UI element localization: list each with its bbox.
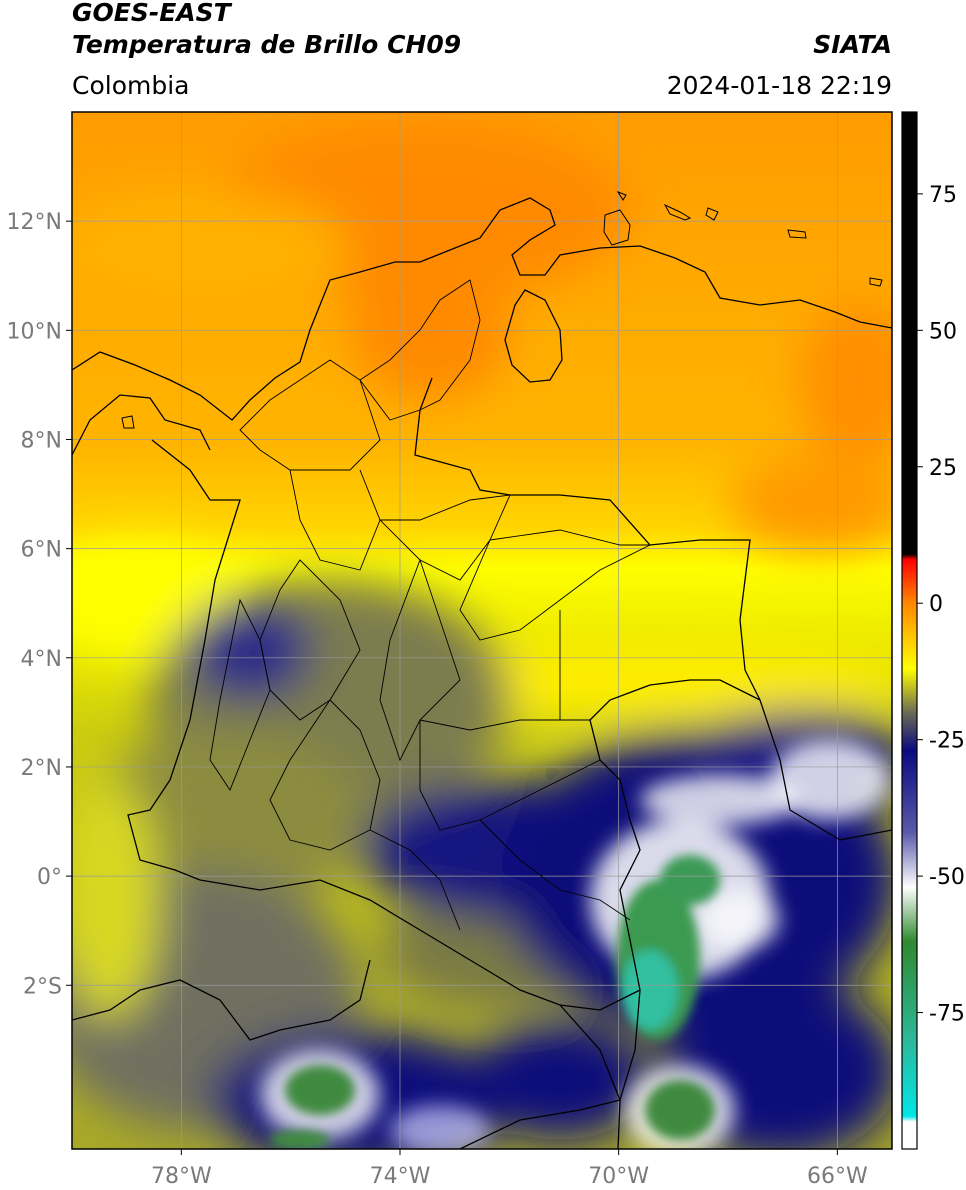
colorbar-gradient (902, 112, 917, 1149)
colorbar: 75 50 25 0 -25 -50 -75 (901, 111, 965, 1150)
longitude-labels: 78°W 74°W 70°W 66°W (151, 1149, 868, 1189)
lat-tick-label: 4°N (21, 647, 62, 672)
lat-tick-label: 8°N (21, 428, 62, 453)
colorbar-tick-label: 25 (929, 456, 957, 481)
lat-tick-label: 6°N (21, 538, 62, 563)
map-frame (71, 111, 893, 1150)
colorbar-tick-label: -50 (929, 865, 965, 890)
lon-tick-label: 70°W (588, 1164, 649, 1189)
region-label: Colombia (72, 71, 190, 100)
colorbar-frame (901, 111, 918, 1150)
colorbar-tick-label: -75 (929, 1002, 965, 1027)
lat-tick-label: 12°N (7, 210, 62, 235)
product-title: Temperatura de Brillo CH09 (72, 30, 462, 59)
colorbar-ticks: 75 50 25 0 -25 -50 -75 (917, 183, 965, 1027)
country-borders (72, 191, 892, 1149)
lon-tick-label: 78°W (151, 1164, 212, 1189)
colorbar-tick-label: 75 (929, 183, 957, 208)
colorbar-tick-label: -25 (929, 729, 965, 754)
lat-tick-label: 2°N (21, 756, 62, 781)
colorbar-tick-label: 0 (929, 592, 943, 617)
lon-tick-label: 66°W (807, 1164, 868, 1189)
graticule-grid (72, 112, 892, 1149)
lat-tick-label: 10°N (7, 319, 62, 344)
satellite-title: GOES-EAST (72, 0, 231, 27)
datetime-label: 2024-01-18 22:19 (666, 71, 892, 100)
colorbar-tick-label: 50 (929, 319, 957, 344)
lat-tick-label: 0° (37, 865, 62, 890)
organization-label: SIATA (813, 30, 892, 59)
lon-tick-label: 74°W (370, 1164, 431, 1189)
lat-tick-label: 2°S (23, 974, 62, 999)
latitude-labels: 12°N 10°N 8°N 6°N 4°N 2°N 0° 2°S (7, 210, 72, 999)
brightness-temperature-image (72, 112, 892, 1149)
